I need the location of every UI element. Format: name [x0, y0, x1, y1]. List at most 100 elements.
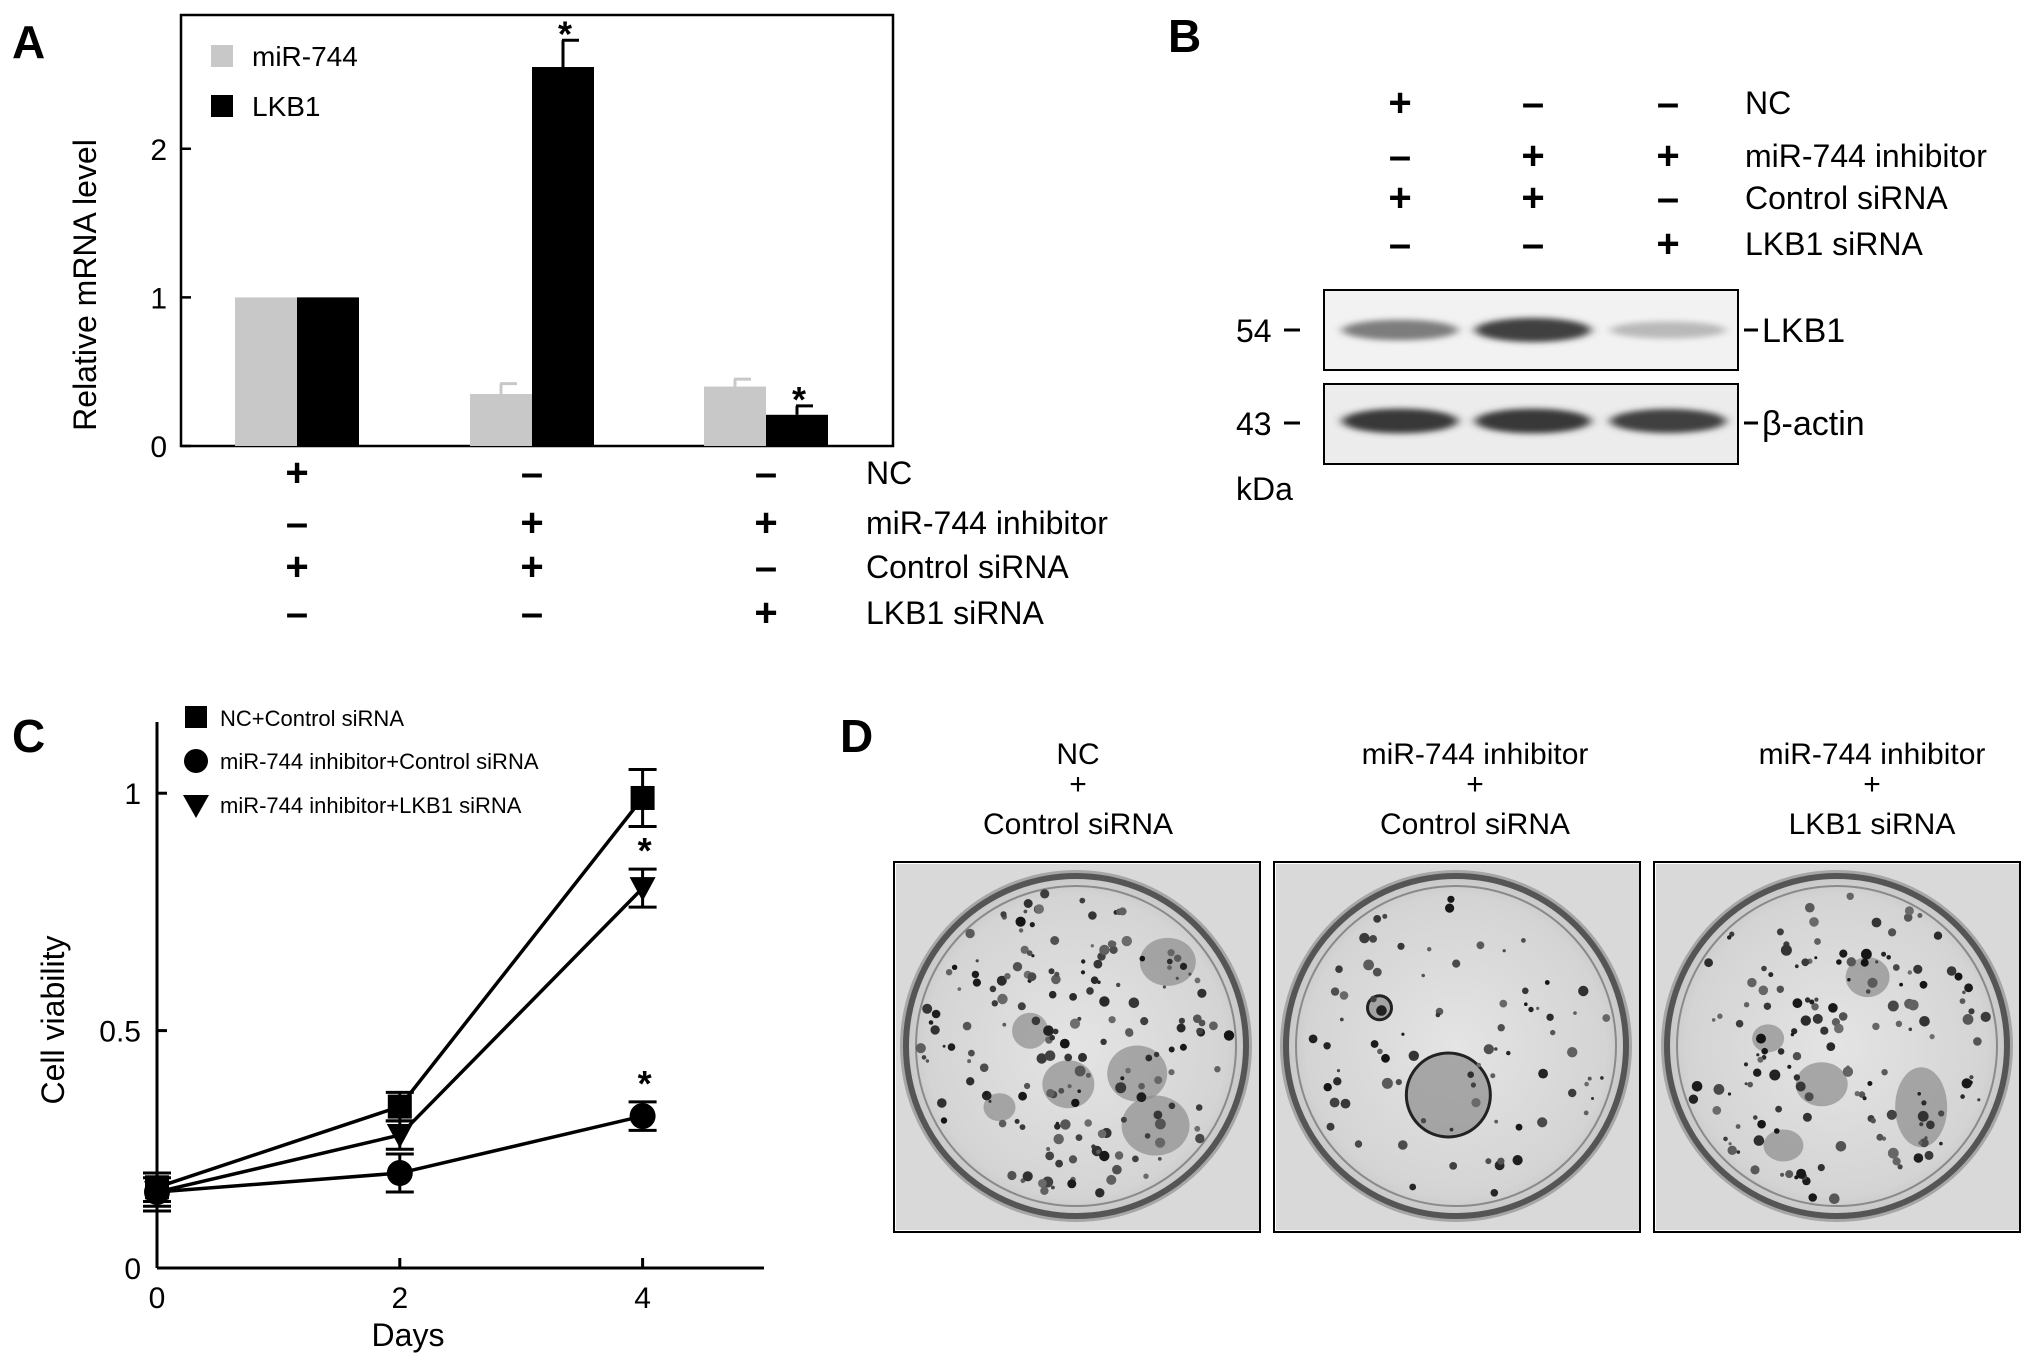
colony-dot — [1167, 965, 1172, 970]
panel-b-sign-nc: – — [1657, 81, 1679, 125]
colony-dot — [1600, 1076, 1604, 1080]
colony-dot — [1038, 1179, 1047, 1188]
colony-dot — [922, 1003, 933, 1014]
colony-dot — [1917, 1092, 1921, 1096]
colony-dot — [1139, 955, 1146, 962]
colony-dot — [1401, 1032, 1405, 1036]
colony-dot — [1335, 965, 1343, 973]
colony-dot — [1059, 1038, 1070, 1049]
panel-a-condition-label-mir-744-inhibitor: miR-744 inhibitor — [866, 505, 1108, 541]
colony-dot — [1012, 962, 1023, 972]
legend-label-inhibitor-lkb1: miR-744 inhibitor+LKB1 siRNA — [220, 793, 522, 818]
colony-dot — [1085, 1072, 1091, 1078]
colony-dot — [1895, 1020, 1903, 1027]
colony-dot — [1917, 913, 1923, 918]
colony-dot — [1155, 1118, 1166, 1130]
colony-dot — [1125, 1067, 1131, 1074]
colony-dot — [1735, 1019, 1744, 1028]
colony-dot — [1502, 949, 1506, 953]
legend-label-inhibitor-control: miR-744 inhibitor+Control siRNA — [220, 749, 539, 774]
colony-dot — [1485, 1158, 1492, 1165]
colony-dot — [1036, 1053, 1047, 1064]
colony-dot — [988, 1099, 992, 1103]
colony-dot — [1939, 1141, 1943, 1146]
band-actin — [1342, 408, 1458, 434]
colony-dot — [1763, 1002, 1772, 1010]
colony-dot — [1814, 956, 1818, 960]
colony-dot — [1490, 1189, 1499, 1197]
colony-dot — [930, 1025, 940, 1035]
panel-a-sign-nc: – — [521, 451, 543, 495]
colony-dot — [942, 1044, 946, 1048]
bar-lkb1 — [297, 297, 359, 446]
panel-b-letter: B — [1168, 10, 1201, 62]
colony-dot — [1024, 1082, 1031, 1090]
marker-label-43: 43 — [1236, 406, 1272, 442]
colony-dot — [1756, 1053, 1760, 1057]
colony-caption-line: NC — [1056, 738, 1099, 771]
panel-b-sign-lkb1-sirna: – — [1389, 222, 1411, 266]
colony-dot — [1887, 1000, 1899, 1012]
colony-dot — [1933, 931, 1943, 940]
colony-dot — [1467, 1071, 1474, 1078]
colony-dot — [1100, 1038, 1107, 1046]
panel-b-sign-mir-744-inhibitor: + — [1656, 134, 1679, 178]
data-point-mir-744-inhibitor-control-sirna — [629, 1103, 656, 1130]
colony-dot — [1886, 1109, 1897, 1120]
colony-dot — [1099, 1150, 1110, 1162]
colony-dot — [1168, 1102, 1176, 1110]
panel-b-sign-mir-744-inhibitor: – — [1389, 134, 1411, 178]
colony-dot — [1515, 1123, 1523, 1131]
data-point-mir-744-inhibitor-lkb1-sirna — [629, 877, 656, 902]
colony-dot — [1858, 1091, 1866, 1098]
panel-a-sign-lkb1-sirna: – — [521, 591, 543, 635]
colony-dot — [1938, 1110, 1945, 1117]
colony-dot — [1785, 1170, 1794, 1179]
colony-dot — [1167, 949, 1175, 957]
colony-dot — [1154, 1076, 1163, 1085]
colony-dot — [1919, 1138, 1929, 1148]
colony-dot — [1195, 1104, 1203, 1111]
colony-dot — [1022, 1171, 1033, 1182]
colony-caption-line: + — [1466, 768, 1484, 801]
colony-dot — [1193, 1014, 1202, 1023]
colony-dot — [945, 969, 953, 976]
colony-dot — [1084, 1119, 1092, 1127]
colony-dot — [1040, 1186, 1049, 1196]
band-lkb1 — [1610, 321, 1726, 339]
colony-dot — [1099, 996, 1110, 1007]
legend-marker-triangle — [183, 795, 209, 818]
colony-dot — [1811, 1003, 1819, 1011]
colony-dot — [921, 1055, 927, 1060]
colony-dot — [1408, 1050, 1420, 1062]
panel-b-sign-nc: + — [1388, 81, 1411, 125]
colony-dot — [1178, 1017, 1185, 1024]
colony-dot — [1602, 1014, 1611, 1022]
colony-dot — [1903, 913, 1913, 922]
colony-dot — [1921, 1100, 1927, 1106]
colony-dot — [1397, 942, 1405, 950]
dish-inner-ring — [1676, 885, 1998, 1207]
colony-dot — [1727, 1092, 1732, 1096]
colony-dot — [1381, 1077, 1393, 1089]
data-point-mir-744-inhibitor-control-sirna — [386, 1160, 413, 1187]
colony-image-frame — [1273, 861, 1641, 1233]
colony-dot — [1370, 995, 1377, 1003]
colony-dot — [1747, 977, 1757, 988]
colony-dot — [1954, 972, 1963, 981]
data-point-mir-744-inhibitor-lkb1-sirna — [144, 1181, 170, 1206]
colony-dot — [1470, 1082, 1476, 1088]
colony-dot — [1794, 1175, 1799, 1180]
colony-dot — [1753, 1068, 1762, 1077]
colony-dot — [1333, 1077, 1342, 1086]
colony-dot — [1421, 973, 1425, 978]
colony-dot — [1086, 987, 1094, 995]
colony-dot — [1717, 1013, 1723, 1019]
large-colony — [1895, 1067, 1948, 1148]
bar-mir-744 — [704, 386, 766, 446]
colony-dot — [1829, 1193, 1840, 1204]
colony-dot — [1023, 899, 1033, 908]
panel-c-y-axis-label: Cell viability — [35, 936, 71, 1105]
colony-dot — [975, 959, 979, 963]
